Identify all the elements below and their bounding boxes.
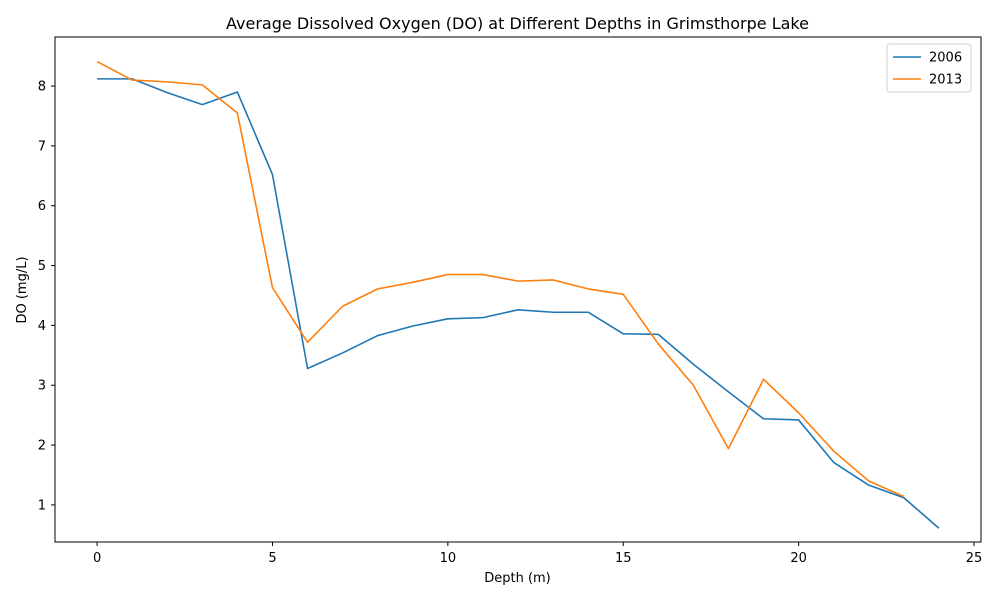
- y-tick-label: 5: [38, 259, 46, 274]
- legend: 2006 2013: [886, 43, 972, 93]
- y-tick-label: 6: [38, 199, 46, 214]
- y-axis: 1 2 3 4 5 6 7 8: [38, 80, 55, 513]
- series-line-2013: [96, 60, 905, 498]
- y-tick-label: 3: [38, 379, 46, 394]
- y-tick-label: 8: [38, 80, 46, 95]
- x-tick-label: 0: [93, 551, 101, 566]
- x-tick-label: 15: [615, 551, 632, 566]
- y-axis-label: DO (mg/L): [15, 256, 30, 323]
- y-tick-label: 2: [38, 439, 46, 454]
- legend-label-2013: 2013: [929, 73, 962, 88]
- y-tick-label: 1: [38, 498, 46, 513]
- x-tick-label: 5: [268, 551, 276, 566]
- y-tick-label: 7: [38, 139, 46, 154]
- x-tick-label: 25: [966, 551, 983, 566]
- x-tick-label: 10: [440, 551, 457, 566]
- x-axis-label: Depth (m): [484, 571, 551, 586]
- y-tick-label: 4: [38, 319, 46, 334]
- legend-box: [886, 43, 972, 93]
- plot-area: [54, 36, 982, 543]
- plot-frame: [54, 36, 982, 543]
- x-tick-label: 20: [790, 551, 807, 566]
- x-axis: 0 5 10 15 20 25: [93, 542, 982, 566]
- legend-label-2006: 2006: [929, 51, 962, 66]
- chart-title: Average Dissolved Oxygen (DO) at Differe…: [226, 14, 809, 33]
